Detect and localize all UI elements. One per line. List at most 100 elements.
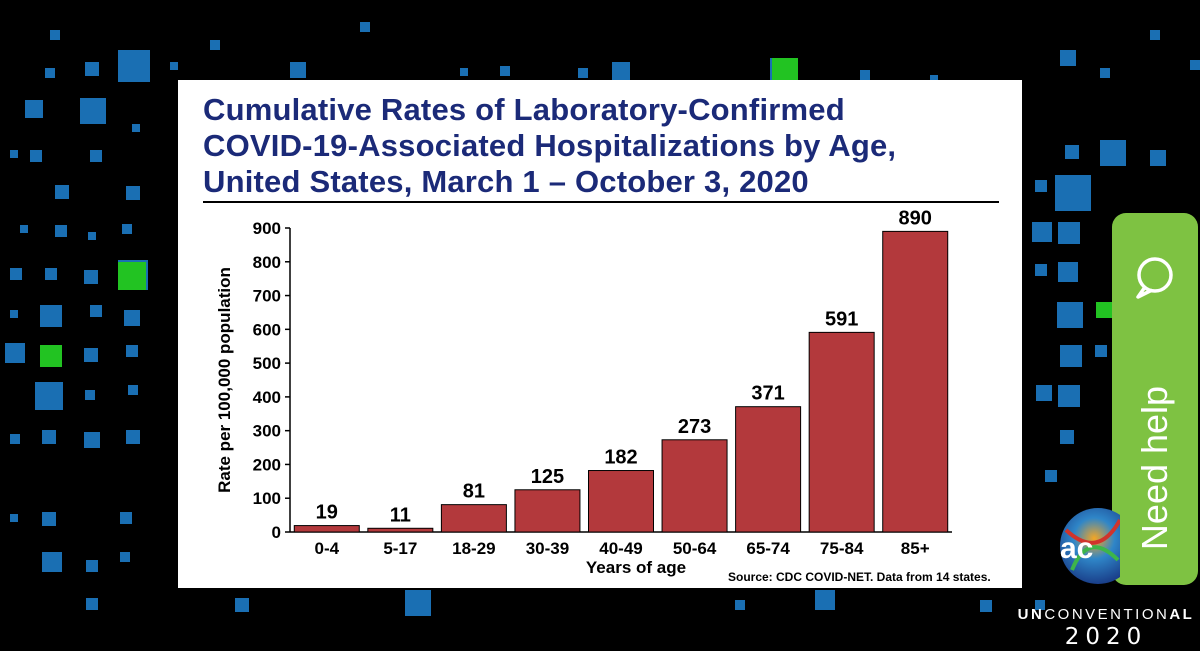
bar (882, 230, 949, 533)
background-tile (1035, 264, 1047, 276)
brand-middle: CONVENTION (1044, 606, 1170, 623)
background-tile (735, 600, 745, 610)
background-tile (1095, 345, 1107, 357)
y-tick-label: 800 (253, 253, 281, 272)
slide-panel: Cumulative Rates of Laboratory-Confirmed… (178, 80, 1022, 588)
need-help-label: Need help (1134, 385, 1175, 551)
background-tile (120, 552, 130, 562)
chart-title: Cumulative Rates of Laboratory-Confirmed… (203, 92, 1003, 200)
background-tile (170, 62, 178, 70)
background-tile-green (1096, 302, 1112, 318)
background-tile (50, 30, 60, 40)
background-tile (86, 560, 98, 572)
background-tile (612, 62, 630, 80)
brand-suffix: AL (1169, 606, 1195, 623)
background-tile (10, 268, 22, 280)
bar-value-label: 11 (390, 504, 411, 526)
y-tick-label: 900 (253, 219, 281, 238)
background-tile (120, 512, 132, 524)
background-tile (930, 75, 938, 83)
background-tile (45, 68, 55, 78)
background-tile (5, 343, 25, 363)
bar (440, 504, 507, 533)
bar-value-label: 125 (531, 466, 564, 488)
background-tile (1036, 385, 1052, 401)
background-tile (84, 270, 98, 284)
background-tile (815, 590, 835, 610)
background-tile (42, 512, 56, 526)
y-tick-label: 400 (253, 388, 281, 407)
background-tile (405, 590, 431, 616)
background-tile (1150, 150, 1166, 166)
svg-text:ac: ac (1060, 532, 1093, 565)
background-tile (1100, 140, 1126, 166)
y-tick-label: 0 (272, 523, 281, 542)
background-tile (122, 224, 132, 234)
x-tick-label: 75-84 (820, 539, 864, 558)
background-tile (88, 232, 96, 240)
background-tile (210, 40, 220, 50)
bar (661, 439, 728, 533)
x-tick-label: 18-29 (452, 539, 495, 558)
bar-value-label: 182 (604, 447, 637, 469)
background-tile (85, 390, 95, 400)
background-tile (10, 514, 18, 522)
background-tile (1045, 470, 1057, 482)
bar (367, 527, 434, 533)
background-tile (1065, 145, 1079, 159)
background-tile (1190, 60, 1200, 70)
bar-value-label: 19 (316, 502, 338, 524)
background-tile (1060, 50, 1076, 66)
y-tick-label: 200 (253, 455, 281, 474)
background-tile (360, 22, 370, 32)
y-tick-label: 700 (253, 287, 281, 306)
bar-value-label: 371 (751, 383, 784, 405)
need-help-button[interactable]: Need help (1112, 213, 1198, 585)
y-tick-label: 600 (253, 320, 281, 339)
source-note: Source: CDC COVID-NET. Data from 14 stat… (728, 570, 991, 584)
bar-value-label: 890 (899, 207, 932, 229)
background-tile (20, 225, 28, 233)
background-tile (1058, 385, 1080, 407)
x-tick-label: 40-49 (599, 539, 642, 558)
background-tile (10, 150, 18, 158)
acc-globe-logo: ac (1060, 508, 1120, 584)
bar-value-label: 273 (678, 416, 711, 438)
x-tick-label: 85+ (901, 539, 930, 558)
bar (293, 525, 360, 533)
background-tile (1150, 30, 1160, 40)
y-tick-label: 100 (253, 489, 281, 508)
background-tile (84, 432, 100, 448)
bar (514, 489, 581, 533)
x-tick-label: 5-17 (383, 539, 417, 558)
background-tile-green (118, 262, 146, 290)
background-tile (85, 62, 99, 76)
y-tick-label: 500 (253, 354, 281, 373)
x-tick-label: 50-64 (673, 539, 717, 558)
background-tile (1058, 222, 1080, 244)
background-tile (90, 305, 102, 317)
bar (735, 406, 802, 533)
x-tick-label: 0-4 (314, 539, 339, 558)
background-tile (132, 124, 140, 132)
background-tile (860, 70, 870, 80)
chat-bubble-icon (1136, 257, 1173, 299)
y-axis-title: Rate per 100,000 population (215, 267, 234, 493)
background-tile (42, 430, 56, 444)
background-tile (290, 62, 306, 78)
background-tile (124, 310, 140, 326)
background-tile (460, 68, 468, 76)
background-tile (1058, 262, 1078, 282)
background-tile (84, 348, 98, 362)
background-tile (500, 66, 510, 76)
background-tile-green (772, 58, 798, 84)
background-tile (126, 430, 140, 444)
x-tick-label: 65-74 (746, 539, 790, 558)
background-tile (86, 598, 98, 610)
background-tile (10, 434, 20, 444)
bar (808, 331, 875, 533)
background-tile (1060, 345, 1082, 367)
bar-value-label: 81 (463, 481, 485, 503)
background-tile (128, 385, 138, 395)
